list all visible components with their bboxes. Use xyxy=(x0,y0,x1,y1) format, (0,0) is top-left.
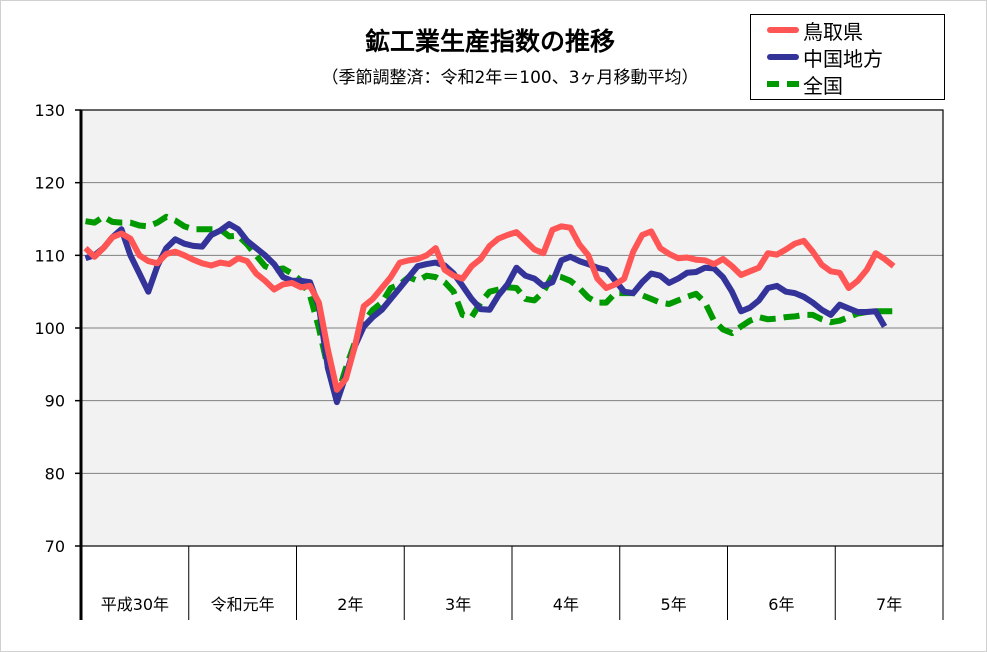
legend-item-chugoku: 中国地方 xyxy=(751,44,883,71)
y-tick-label: 120 xyxy=(34,174,65,193)
x-category-label: 6年 xyxy=(768,595,794,614)
chart-title: 鉱工業生産指数の推移 xyxy=(364,27,615,56)
legend: 鳥取県 中国地方 全国 xyxy=(750,14,945,100)
legend-swatch-national xyxy=(767,81,799,87)
x-category-label: 4年 xyxy=(553,595,579,614)
x-category-label: 2年 xyxy=(337,595,363,614)
y-tick-label: 130 xyxy=(34,101,65,120)
legend-swatch-chugoku xyxy=(767,54,799,60)
x-category-label: 5年 xyxy=(661,595,687,614)
legend-item-tottori: 鳥取県 xyxy=(751,17,863,44)
series-line-tottori xyxy=(83,223,896,393)
x-category-label: 平成30年 xyxy=(101,595,169,614)
legend-label-chugoku: 中国地方 xyxy=(803,46,883,71)
y-tick-label: 90 xyxy=(45,392,65,411)
y-tick-label: 110 xyxy=(34,246,65,265)
legend-label-national: 全国 xyxy=(803,73,843,98)
x-category-label: 7年 xyxy=(876,595,902,614)
y-tick-label: 80 xyxy=(45,464,65,483)
legend-label-tottori: 鳥取県 xyxy=(803,19,863,44)
chart-subtitle: （季節調整済：令和2年＝100、3ヶ月移動平均） xyxy=(321,68,699,88)
y-tick-label: 70 xyxy=(45,537,65,556)
series-line-chugoku xyxy=(84,221,888,406)
legend-item-national: 全国 xyxy=(751,71,843,98)
x-category-label: 令和元年 xyxy=(211,595,275,614)
x-category-label: 3年 xyxy=(445,595,471,614)
series-line-national xyxy=(85,213,894,400)
y-tick-label: 100 xyxy=(34,319,65,338)
legend-swatch-tottori xyxy=(767,27,799,33)
